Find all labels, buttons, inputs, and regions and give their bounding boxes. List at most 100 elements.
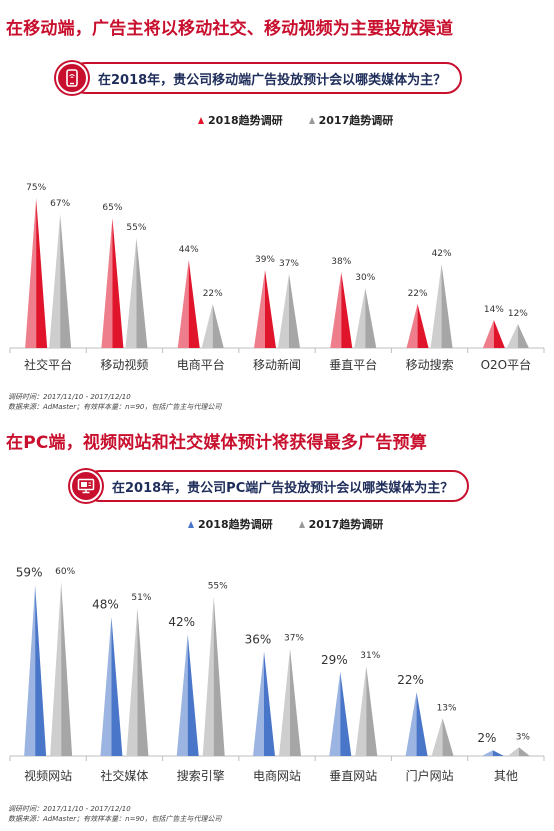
bar-face-left xyxy=(176,634,188,756)
bar-face-left xyxy=(507,747,519,756)
data-label: 48% xyxy=(92,598,119,612)
bar-face-left xyxy=(49,214,61,348)
bar-face-left xyxy=(279,648,290,756)
bar-face-left xyxy=(406,304,418,348)
pc-section-heading: 在PC端，视频网站和社交媒体预计将获得最多广告预算 xyxy=(6,433,427,453)
bar-face-right xyxy=(187,634,199,756)
data-label: 60% xyxy=(55,567,75,577)
data-label: 2% xyxy=(477,731,496,745)
bar-face-left xyxy=(330,272,342,348)
data-label: 75% xyxy=(26,183,46,193)
bar-face-left xyxy=(482,320,494,348)
bar-face-left xyxy=(50,581,62,756)
legend-swatch-2018 xyxy=(198,116,204,124)
category-label: O2O平台 xyxy=(481,357,532,372)
bar-face-right xyxy=(111,616,123,756)
pc-source-note: 调研时间：2017/11/10 - 2017/12/10 数据来源：AdMast… xyxy=(8,804,221,824)
category-label: 垂直平台 xyxy=(329,357,377,372)
pc-legend-label-2018: 2018趋势调研 xyxy=(198,518,273,531)
bar-face-left xyxy=(506,324,518,348)
bar-2018趋势调研-移动新闻 xyxy=(254,270,276,348)
bar-face-right xyxy=(442,718,454,756)
data-label: 22% xyxy=(203,289,223,299)
category-label: 门户网站 xyxy=(406,768,454,783)
data-label: 42% xyxy=(432,249,452,259)
data-label: 22% xyxy=(397,673,424,687)
category-label: 电商网站 xyxy=(253,768,301,783)
pc-media-chart: 59% 48% 42% 36% 29% 22% 2% 60% 51% 55% 37% 31% 13% 3%… xyxy=(9,566,545,783)
bar-face-right xyxy=(441,264,453,348)
bar-2018趋势调研-社交媒体 xyxy=(100,616,123,756)
pc-question-text: 在2018年，贵公司PC端广告投放预计会以哪类媒体为主？ xyxy=(112,480,454,496)
bar-2018趋势调研-垂直平台 xyxy=(330,272,353,348)
pc-chart-legend: 2018趋势调研 2017趋势调研 xyxy=(188,516,383,532)
data-label: 55% xyxy=(126,223,146,233)
bar-face-right xyxy=(417,304,429,348)
legend-swatch-2017 xyxy=(308,116,315,124)
data-label: 37% xyxy=(279,259,299,269)
pc-question-box: 在2018年，贵公司PC端广告投放预计会以哪类媒体为主？ xyxy=(70,470,470,502)
mobile-section: 在移动端，广告主将以移动社交、移动视频为主要投放渠道 在2018年，贵公司移动端… xyxy=(6,19,545,412)
bar-face-left xyxy=(278,274,289,348)
pc-legend-item-2018: 2018趋势调研 xyxy=(188,516,273,532)
data-label: 31% xyxy=(360,651,380,661)
pc-survey-time: 调研时间：2017/11/10 - 2017/12/10 xyxy=(8,805,131,813)
bar-face-right xyxy=(136,238,148,348)
pc-legend-item-2017: 2017趋势调研 xyxy=(298,516,383,532)
category-label: 移动视频 xyxy=(100,357,148,372)
bar-face-left xyxy=(201,304,213,348)
bar-face-left xyxy=(430,264,442,348)
category-label: 其他 xyxy=(494,769,518,783)
bar-2017趋势调研-O2O平台 xyxy=(506,324,529,348)
mobile-survey-time: 调研时间：2017/11/10 - 2017/12/10 xyxy=(8,393,131,401)
bar-face-right xyxy=(212,304,224,348)
mobile-source-note: 调研时间：2017/11/10 - 2017/12/10 数据来源：AdMast… xyxy=(8,392,221,412)
bar-2018趋势调研-社交平台 xyxy=(25,198,48,348)
data-label: 12% xyxy=(508,309,528,319)
category-label: 电商平台 xyxy=(177,357,225,372)
bar-face-right xyxy=(213,596,225,756)
bar-2018趋势调研-移动视频 xyxy=(101,218,124,348)
mobile-data-source: 数据来源：AdMaster；有效样本量：n=90，包括广告主与代理公司 xyxy=(8,403,222,411)
bar-face-right xyxy=(36,198,48,348)
bar-face-right xyxy=(517,324,529,348)
monitor-icon xyxy=(70,470,102,502)
pc-data-source: 数据来源：AdMaster；有效样本量：n=90，包括广告主与代理公司 xyxy=(8,815,222,823)
bar-face-left xyxy=(253,651,264,756)
bar-face-right xyxy=(112,218,124,348)
data-label: 55% xyxy=(208,581,228,591)
category-label: 移动新闻 xyxy=(253,357,301,372)
bar-face-right xyxy=(493,320,505,348)
bar-face-right xyxy=(365,288,377,348)
bar-face-left xyxy=(354,288,366,348)
bar-face-left xyxy=(25,198,37,348)
category-label: 垂直网站 xyxy=(329,769,377,783)
legend-label-2017: 2017趋势调研 xyxy=(318,114,394,127)
bar-face-left xyxy=(481,750,493,756)
data-label: 36% xyxy=(245,632,272,646)
bar-2017趋势调研-垂直网站 xyxy=(355,666,378,756)
data-label: 30% xyxy=(355,273,375,283)
category-label: 社交平台 xyxy=(24,357,72,372)
category-label: 搜索引擎 xyxy=(177,768,225,783)
bar-2017趋势调研-移动新闻 xyxy=(278,274,300,348)
bar-face-right xyxy=(518,747,530,756)
data-label: 59% xyxy=(16,566,43,580)
bar-face-left xyxy=(100,616,112,756)
bar-face-left xyxy=(101,218,113,348)
bar-2018趋势调研-O2O平台 xyxy=(482,320,505,348)
bar-2017趋势调研-电商平台 xyxy=(201,304,224,348)
data-label: 29% xyxy=(321,653,348,667)
bar-face-right xyxy=(416,692,428,756)
bar-face-right xyxy=(61,581,73,756)
pc-section: 在PC端，视频网站和社交媒体预计将获得最多广告预算 在2018年，贵公司PC端广… xyxy=(0,416,554,831)
data-label: 39% xyxy=(255,255,275,265)
bar-face-right xyxy=(290,648,301,756)
data-label: 44% xyxy=(179,245,199,255)
data-label: 3% xyxy=(516,732,531,742)
bar-2018趋势调研-搜索引擎 xyxy=(176,634,199,756)
legend-item-2017: 2017趋势调研 xyxy=(308,112,394,128)
data-label: 65% xyxy=(102,203,122,213)
bar-2018趋势调研-电商网站 xyxy=(253,651,275,756)
data-label: 42% xyxy=(168,615,195,629)
